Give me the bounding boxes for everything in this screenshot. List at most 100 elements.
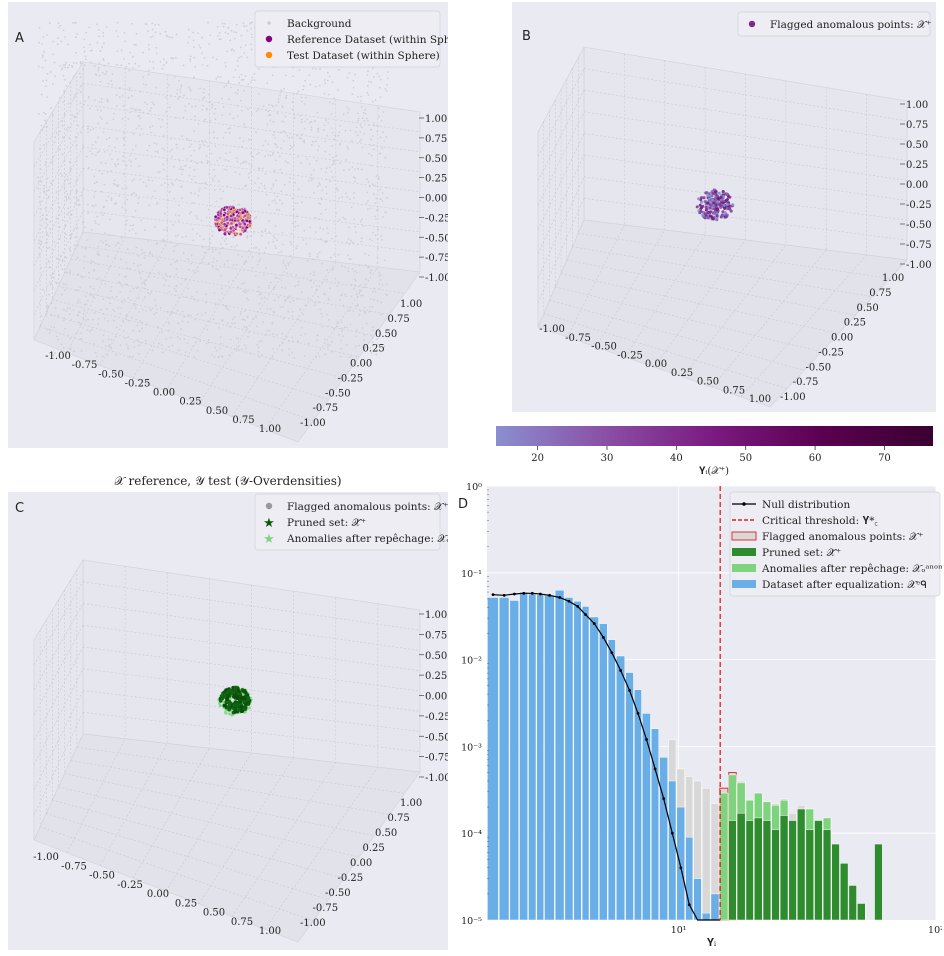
background-point <box>279 91 282 93</box>
background-point <box>144 279 147 282</box>
legend-d-marker <box>732 564 756 572</box>
background-point <box>212 266 214 268</box>
background-point <box>279 199 281 202</box>
background-point <box>64 66 67 69</box>
background-point <box>112 182 115 185</box>
background-point <box>198 148 201 150</box>
background-point <box>54 136 56 139</box>
x-tick-label: 0.50 <box>206 406 228 417</box>
background-point <box>50 282 53 285</box>
cluster-point <box>728 195 732 199</box>
background-point <box>62 64 65 66</box>
null-distribution-point <box>687 903 691 907</box>
background-point <box>94 73 97 76</box>
background-point <box>62 282 65 285</box>
x-tick-label: 0.50 <box>203 908 225 919</box>
y-tick-label: -0.25 <box>338 373 364 384</box>
background-point <box>51 161 53 164</box>
background-point <box>97 122 100 125</box>
background-point <box>244 75 247 77</box>
background-point <box>59 97 61 99</box>
background-point <box>66 146 69 148</box>
background-point <box>172 57 175 60</box>
background-point <box>326 269 329 271</box>
background-point <box>106 98 109 101</box>
colorbar-tick-label: 70 <box>878 453 891 464</box>
background-point <box>44 227 47 229</box>
x-tick-label: 0.00 <box>645 359 667 370</box>
background-point <box>64 63 66 66</box>
background-point <box>380 120 383 122</box>
background-point <box>376 130 379 133</box>
background-point <box>372 329 374 332</box>
background-point <box>98 74 101 77</box>
background-point <box>77 313 79 316</box>
background-point <box>149 252 151 255</box>
background-point <box>106 308 108 310</box>
background-point <box>87 131 89 134</box>
background-point <box>128 229 131 232</box>
background-point <box>309 226 311 229</box>
y-tick-label: -1.00 <box>300 418 326 429</box>
background-point <box>382 111 385 114</box>
background-point <box>331 145 333 148</box>
background-point <box>342 335 344 337</box>
background-point <box>149 131 152 134</box>
background-point <box>372 326 374 329</box>
background-point <box>250 152 253 155</box>
background-point <box>180 328 183 331</box>
background-point <box>51 83 54 85</box>
background-point <box>368 310 371 313</box>
background-point <box>189 58 192 61</box>
legend-c-frame <box>254 493 441 551</box>
background-point <box>69 168 72 170</box>
null-distribution-point <box>548 593 551 597</box>
y-tick-label: 10⁰ <box>466 482 482 493</box>
background-point <box>96 41 99 44</box>
background-point <box>57 257 60 260</box>
z-tick-label: -0.50 <box>906 220 932 231</box>
pruned-bar <box>788 820 797 921</box>
background-point <box>45 232 48 234</box>
y-tick-label: 10⁻¹ <box>461 569 482 580</box>
background-point <box>100 97 103 100</box>
background-point <box>37 65 40 68</box>
background-point <box>271 200 274 202</box>
background-point <box>91 143 94 146</box>
background-point <box>330 170 333 173</box>
background-point <box>374 290 377 293</box>
background-point <box>57 314 60 317</box>
background-point <box>103 151 106 153</box>
background-point <box>358 140 361 143</box>
background-point <box>320 212 322 215</box>
background-point <box>286 297 289 299</box>
background-point <box>171 344 174 347</box>
background-point <box>134 62 136 65</box>
background-point <box>68 137 71 140</box>
background-point <box>156 203 158 206</box>
x-tick-label: 0.25 <box>175 898 197 909</box>
background-point <box>58 148 61 151</box>
background-point <box>269 281 272 284</box>
background-point <box>377 228 379 231</box>
equalized-bar <box>589 616 599 921</box>
background-point <box>187 258 190 261</box>
background-point <box>377 178 380 181</box>
background-point <box>341 265 344 268</box>
flagged-bar <box>701 787 711 921</box>
background-point <box>342 216 345 219</box>
background-point <box>257 346 260 349</box>
background-point <box>172 183 174 186</box>
background-point <box>91 204 94 207</box>
background-point <box>272 347 274 350</box>
background-point <box>93 182 96 185</box>
background-point <box>184 109 187 112</box>
background-point <box>218 251 221 254</box>
background-point <box>121 206 124 209</box>
background-point <box>166 123 169 125</box>
background-point <box>40 124 43 127</box>
background-point <box>281 349 284 351</box>
background-point <box>142 76 145 79</box>
background-point <box>165 338 168 340</box>
background-point <box>364 109 367 111</box>
